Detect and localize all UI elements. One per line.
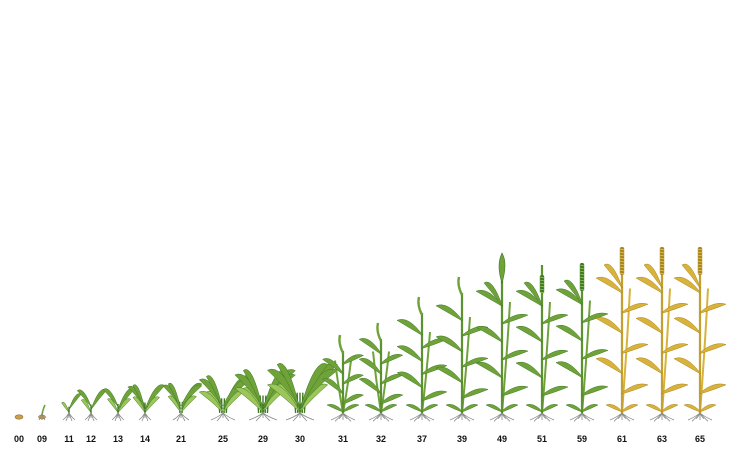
plant-stage-65	[673, 247, 727, 422]
plant-stage-61	[595, 247, 649, 422]
plant-stage-63	[635, 247, 689, 422]
stage-label-00: 00	[14, 434, 24, 444]
stage-label-11: 11	[64, 434, 74, 444]
plant-stage-13	[102, 387, 136, 422]
stage-label-12: 12	[86, 434, 96, 444]
plant-stage-37	[396, 296, 448, 422]
stage-label-32: 32	[376, 434, 386, 444]
stage-label-13: 13	[113, 434, 123, 444]
stage-label-61: 61	[617, 434, 627, 444]
plant-stage-09	[38, 404, 46, 421]
stage-label-49: 49	[497, 434, 507, 444]
stage-label-59: 59	[577, 434, 587, 444]
plant-stage-14	[127, 384, 165, 422]
plant-stage-00	[14, 414, 24, 420]
plant-stage-39	[435, 276, 489, 422]
stage-label-14: 14	[140, 434, 150, 444]
plant-stage-59	[555, 263, 609, 422]
plant-stage-11	[61, 393, 82, 422]
stage-label-51: 51	[537, 434, 547, 444]
plants-group	[14, 247, 727, 422]
stage-label-25: 25	[218, 434, 228, 444]
stage-label-29: 29	[258, 434, 268, 444]
stage-label-63: 63	[657, 434, 667, 444]
plant-stage-49	[475, 252, 529, 422]
plant-stage-51	[515, 265, 569, 422]
stage-label-39: 39	[457, 434, 467, 444]
plant-stage-30	[266, 363, 338, 422]
plant-stage-31	[322, 334, 364, 422]
stage-label-31: 31	[338, 434, 348, 444]
stage-label-37: 37	[417, 434, 427, 444]
stage-label-09: 09	[37, 434, 47, 444]
plant-stage-32	[358, 322, 404, 422]
stage-label-21: 21	[176, 434, 186, 444]
plant-stage-21	[162, 382, 203, 422]
plant-stage-12	[76, 388, 108, 422]
stage-label-65: 65	[695, 434, 705, 444]
stage-labels-group: 00 09 11 12 13 14 21 25 29 30 31 32 37 39 49 51 59 61 63 65	[14, 434, 705, 444]
stage-label-30: 30	[295, 434, 305, 444]
